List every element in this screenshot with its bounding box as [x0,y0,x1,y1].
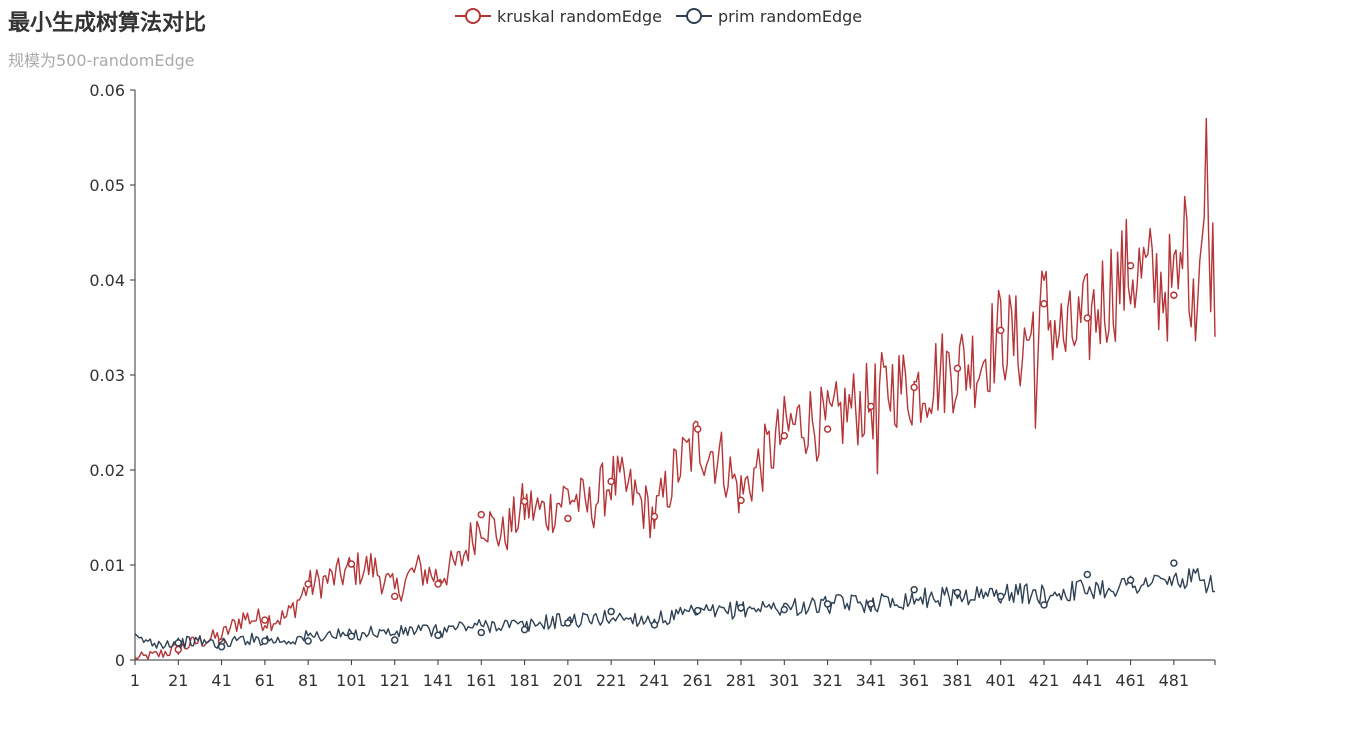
x-tick-label: 361 [899,671,930,690]
data-point-prim [174,639,183,647]
x-tick-label: 221 [596,671,627,690]
data-point-kruskal [1040,300,1048,308]
data-point-prim [1126,576,1135,584]
data-point-prim [477,628,486,637]
series-line-kruskal [134,117,1216,660]
y-tick-label: 0.05 [89,176,125,195]
data-point-prim [347,632,356,640]
data-point-prim [823,600,832,608]
x-tick-label: 101 [336,671,367,690]
legend-item-prim[interactable]: prim randomEdge [675,6,863,26]
x-tick-label: 41 [211,671,231,690]
data-point-kruskal [650,512,659,521]
x-tick-label: 401 [985,671,1016,690]
data-point-prim [564,619,572,627]
legend-item-kruskal[interactable]: kruskal randomEdge [455,6,662,26]
data-point-prim [867,600,875,608]
x-tick-label: 381 [942,671,973,690]
data-point-kruskal [1083,314,1092,322]
data-point-kruskal [520,497,529,506]
data-point-kruskal [1126,262,1135,270]
x-tick-label: 301 [769,671,800,690]
data-point-prim [434,631,442,640]
x-tick-label: 441 [1072,671,1103,690]
legend-label-kruskal: kruskal randomEdge [497,6,662,26]
data-point-prim [607,607,615,616]
y-tick-label: 0.04 [89,271,125,290]
x-tick-label: 241 [639,671,670,690]
data-point-prim [780,605,789,614]
x-tick-label: 141 [423,671,454,690]
data-point-prim [520,625,529,634]
data-point-kruskal [607,477,615,486]
y-tick-label: 0.02 [89,461,125,480]
data-point-prim [304,637,312,645]
data-point-kruskal [347,560,356,568]
data-point-kruskal [477,510,486,519]
data-point-kruskal [996,326,1005,335]
data-point-kruskal [304,580,312,588]
legend-swatch-prim-icon [675,8,712,24]
data-point-prim [953,588,962,597]
x-tick-label: 341 [856,671,887,690]
x-tick-label: 201 [553,671,584,690]
data-point-kruskal [261,616,269,624]
legend-label-prim: prim randomEdge [717,6,863,26]
data-point-prim [910,585,918,594]
x-tick-label: 81 [298,671,318,690]
data-point-prim [693,606,702,615]
data-point-prim [737,604,745,612]
x-tick-label: 161 [466,671,497,690]
data-point-prim [650,621,659,629]
data-point-prim [217,642,226,651]
x-tick-label: 181 [509,671,540,690]
data-point-kruskal [390,592,399,601]
x-tick-label: 481 [1159,671,1190,690]
data-point-kruskal [953,364,962,373]
x-tick-label: 421 [1029,671,1060,690]
data-point-prim [1170,559,1178,567]
data-point-kruskal [910,383,918,392]
x-tick-label: 21 [168,671,188,690]
series-line-prim [134,567,1216,650]
x-tick-label: 261 [682,671,713,690]
y-tick-label: 0.01 [89,556,125,575]
data-point-kruskal [434,580,442,588]
data-point-kruskal [693,425,702,433]
data-point-prim [261,637,269,645]
x-tick-label: 121 [379,671,410,690]
y-tick-label: 0 [115,651,125,670]
data-point-kruskal [780,432,789,440]
chart-title: 最小生成树算法对比 [8,11,207,36]
data-point-kruskal [823,425,832,433]
data-point-kruskal [1170,291,1178,299]
data-point-prim [996,592,1005,601]
y-tick-label: 0.06 [89,81,125,100]
data-point-prim [390,636,399,644]
chart-subtitle: 规模为500-randomEdge [8,51,195,70]
y-tick-label: 0.03 [89,366,125,385]
x-tick-label: 461 [1115,671,1146,690]
data-point-prim [1040,601,1048,609]
data-point-prim [1083,570,1092,579]
x-tick-label: 61 [255,671,275,690]
legend-swatch-kruskal-icon [455,8,491,24]
data-point-kruskal [867,402,875,411]
data-point-kruskal [737,496,745,505]
legend: kruskal randomEdge prim randomEdge [455,4,862,28]
x-tick-label: 1 [130,671,140,690]
x-tick-label: 281 [726,671,757,690]
data-point-kruskal [564,514,572,523]
x-tick-label: 321 [812,671,843,690]
